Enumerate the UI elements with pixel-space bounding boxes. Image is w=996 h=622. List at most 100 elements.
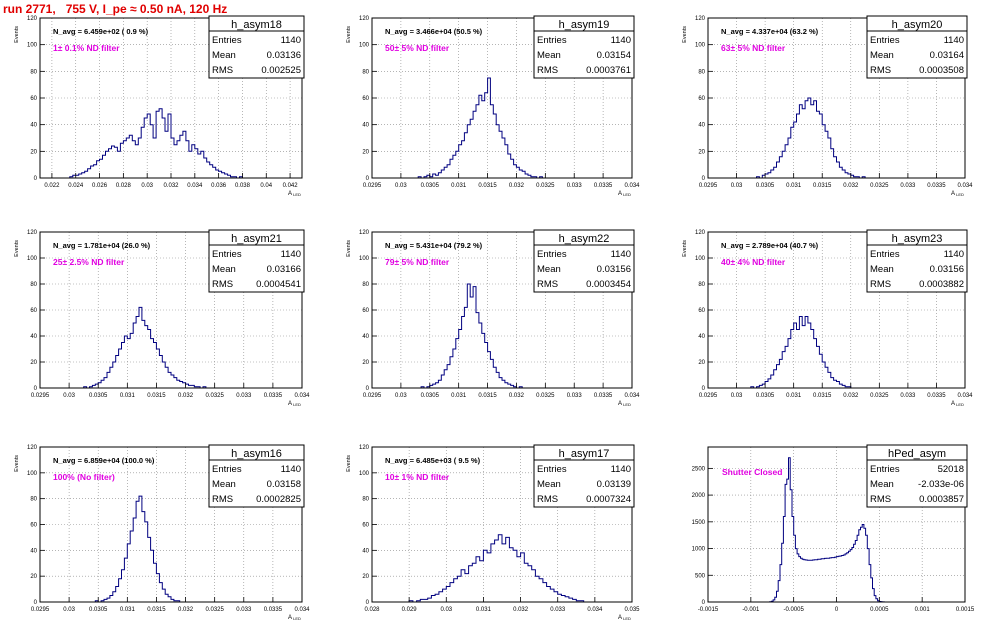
x-tick-label: 0.0325 [536,393,555,399]
y-tick-label: 60 [30,308,37,314]
y-tick-label: 0 [702,600,706,606]
y-tick-label: 120 [27,445,38,451]
x-tick-label: 0.038 [235,183,251,189]
y-tick-label: 60 [30,523,37,529]
histogram-line [768,457,887,603]
x-tick-label: 0.0305 [89,393,108,399]
stat-box-frame [866,15,968,79]
y-tick-label: 40 [30,334,37,340]
y-tick-label: 500 [695,573,706,579]
x-tick-label: 0.03 [141,183,153,189]
stat-box-frame [866,229,968,293]
stat-box-frame [533,444,635,508]
x-tick-label: 0.0295 [699,183,718,189]
x-tick-label: 0.0325 [536,183,555,189]
x-tick-label: 0.033 [567,393,583,399]
stat-label: Entries [870,35,900,46]
n-avg-label: N_avg = 6.859e+04 (100.0 %) [53,456,155,465]
y-tick-label: 0 [366,176,370,182]
stat-label: RMS [212,494,233,505]
x-tick-label: 0.0295 [363,183,382,189]
y-tick-label: 40 [362,123,369,129]
histogram-name: h_asym16 [231,448,282,460]
stat-value: 0.03164 [930,50,964,61]
y-tick-label: 80 [30,282,37,288]
stat-label: RMS [870,279,891,290]
y-axis-title: Events [14,26,20,43]
x-axis-title: A LED [288,615,301,621]
x-tick-label: 0.032 [163,183,179,189]
stat-value: 0.0003882 [919,279,964,290]
x-axis-title: A LED [288,401,301,407]
x-axis-title: A LED [618,615,631,621]
histogram-name: h_asym23 [892,233,943,245]
stat-label: Mean [212,264,236,275]
stat-value: 0.03139 [597,479,631,490]
n-avg-label: N_avg = 4.337e+04 (63.2 %) [721,27,819,36]
y-axis-title: Events [682,240,688,257]
filter-annotation: 10± 1% ND filter [385,472,450,482]
x-tick-label: 0.033 [900,183,916,189]
x-axis-title-sub: LED [955,192,964,197]
x-axis-title-main: A [618,401,622,407]
x-tick-label: 0.031 [476,607,492,613]
stat-label: Entries [212,464,242,475]
x-tick-label: -0.0015 [698,607,719,613]
stat-value: 0.03158 [267,479,301,490]
x-tick-label: 0.0305 [421,393,440,399]
n-avg-label: N_avg = 1.781e+04 (26.0 %) [53,241,151,250]
stat-label: Entries [870,464,900,475]
histogram-line [40,108,302,179]
x-axis-title: A LED [951,401,964,407]
x-tick-label: 0.03 [731,183,743,189]
x-tick-label: 0.03 [440,607,452,613]
y-tick-label: 2000 [692,493,706,499]
stat-value: 1140 [944,35,964,46]
x-tick-label: 0.034 [624,183,640,189]
stat-label: Entries [212,35,242,46]
stat-box: h_asym21 Entries 1140 Mean 0.03166 RMS 0.00045… [208,229,305,293]
y-tick-label: 120 [359,445,370,451]
y-tick-label: 60 [30,96,37,102]
y-tick-label: 20 [362,574,369,580]
stat-value: 52018 [938,464,964,475]
y-tick-label: 80 [362,282,369,288]
x-tick-label: 0.022 [44,183,60,189]
y-tick-label: 40 [362,548,369,554]
x-tick-label: 0.032 [843,393,859,399]
stat-value: 0.03156 [930,264,964,275]
x-tick-label: 0.0335 [594,393,613,399]
stat-value: 0.002525 [261,65,301,76]
x-tick-label: 0.036 [211,183,227,189]
y-tick-label: 100 [359,43,370,49]
x-tick-label: 0.0335 [594,183,613,189]
stat-value: 0.0003857 [919,494,964,505]
x-tick-label: 0.0295 [363,393,382,399]
x-tick-label: 0.03 [395,393,407,399]
stat-label: RMS [870,65,891,76]
x-tick-label: 0.031 [786,183,802,189]
y-tick-label: 1000 [692,547,706,553]
x-tick-label: 0.033 [900,393,916,399]
x-tick-label: 0.033 [567,183,583,189]
filter-annotation: Shutter Closed [722,467,782,477]
y-tick-label: 40 [698,334,705,340]
y-tick-label: 0 [366,386,370,392]
y-tick-label: 120 [27,16,38,22]
y-axis-title: Events [682,26,688,43]
y-axis-title: Events [346,26,352,43]
x-tick-label: 0.0315 [813,183,832,189]
stat-value: 1140 [281,464,301,475]
stat-box-frame [208,444,305,508]
x-tick-label: 0.0005 [870,607,889,613]
x-axis-title: A LED [288,191,301,197]
stat-box-frame [208,229,305,293]
y-tick-label: 40 [362,334,369,340]
x-tick-label: 0.034 [624,393,640,399]
y-tick-label: 120 [27,230,38,236]
stat-value: 0.03154 [597,50,631,61]
y-tick-label: 0 [366,600,370,606]
y-tick-label: 80 [30,497,37,503]
x-axis-title: A LED [618,191,631,197]
stat-box: h_asym23 Entries 1140 Mean 0.03156 RMS 0.00038… [866,229,968,293]
